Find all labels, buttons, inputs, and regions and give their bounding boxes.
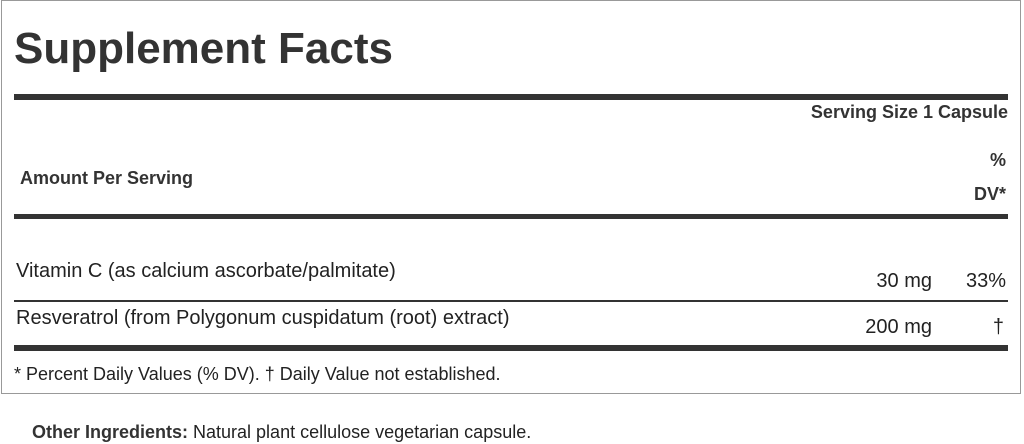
footnote: * Percent Daily Values (% DV). † Daily V… bbox=[14, 364, 501, 384]
thick-divider bbox=[14, 345, 1008, 351]
other-ingredients: Other Ingredients: Natural plant cellulo… bbox=[32, 422, 531, 443]
other-ingredients-label: Other Ingredients: bbox=[32, 422, 189, 442]
thick-divider bbox=[14, 214, 1008, 219]
nutrient-name: Resveratrol (from Polygonum cuspidatum (… bbox=[16, 307, 510, 329]
nutrient-dv: 33% bbox=[965, 270, 1006, 292]
nutrient-amount: 200 mg bbox=[865, 316, 932, 338]
nutrient-amount: 30 mg bbox=[876, 270, 932, 292]
thick-divider bbox=[14, 94, 1008, 100]
dv-header-percent: % bbox=[989, 150, 1006, 170]
nutrient-dv: † bbox=[992, 316, 1004, 338]
nutrient-name: Vitamin C (as calcium ascorbate/palmitat… bbox=[16, 260, 396, 282]
serving-size: Serving Size 1 Capsule bbox=[810, 102, 1008, 122]
amount-per-serving-label: Amount Per Serving bbox=[20, 168, 194, 188]
panel-title: Supplement Facts bbox=[14, 24, 393, 73]
thin-divider bbox=[14, 300, 1008, 302]
supplement-facts-panel bbox=[1, 0, 1021, 394]
other-ingredients-text: Natural plant cellulose vegetarian capsu… bbox=[188, 422, 532, 442]
dv-header-label: DV* bbox=[973, 184, 1006, 204]
